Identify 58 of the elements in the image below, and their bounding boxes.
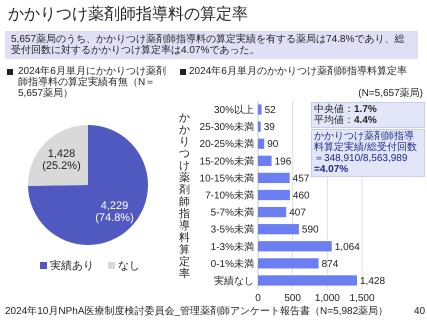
y-tick-label: 3-5%未満 [210,224,254,236]
data-label: 1,428 (25.2%) [42,148,81,172]
y-tick-label: 1-3%未満 [210,240,254,253]
data-label: 407 [289,208,306,219]
text: かかりつけ薬剤師指導料の算定率 [8,6,248,24]
chart-title: 2024年6月単月にかかりつけ薬剤師指導料の算定実績有無（N＝5,657薬局） [18,66,167,99]
bar [258,190,290,200]
y-tick-label: 20-25%未満 [200,138,254,150]
annotation: 中央値：1.7% [314,104,378,115]
bar [258,275,358,286]
y-tick-label: 30%以上 [214,104,254,116]
text: 40 [414,306,426,317]
x-tick-label: 1,500 [349,293,375,304]
chart-title: 2024年6月単月のかかりつけ薬剤師指導料算定率 [189,66,408,77]
legend-label: なし [118,260,140,272]
bar [258,104,262,115]
y-tick-label: 0-1%未満 [210,258,254,270]
annotation: 平均値：4.4% [314,115,378,126]
bar [258,224,299,234]
annotation: ＝348,910/8,563,989 [314,153,408,164]
x-tick-label: 1,000 [314,293,340,304]
data-label: 39 [264,122,276,134]
legend-label: 実績あり [50,259,94,272]
data-label: 874 [322,258,339,270]
text: 2024年10月NPhA医療制度検討委員会_管理薬剤師アンケート報告書（N=5,982薬局） [5,306,388,317]
bar [258,172,290,184]
text: かかりつけ薬剤師指導料算定率 [179,112,190,280]
pie-slice [28,125,148,245]
text: (N=5,657薬局) [358,88,423,99]
bar [258,156,272,166]
note-box: かかりつけ薬剤師指導料算定実績/総受付回数 ＝348,910/8,563,989 =4.07% [311,129,425,177]
x-tick-label: 500 [284,293,302,304]
y-tick-label: 25-30%未満 [200,121,254,134]
data-label: 1,064 [334,242,360,253]
data-label: 52 [264,105,276,116]
data-label: 90 [267,139,279,150]
annotation: =4.07% [314,164,348,175]
pie-slice [28,125,88,186]
y-tick-label: 実績なし [214,274,254,287]
bar [258,241,332,252]
data-label: 457 [292,173,310,184]
note-box: 中央値：1.7% 平均値：4.4% [311,102,425,128]
bar [258,138,264,149]
annotation: かかりつけ薬剤師指導料算定実績/総受付回数 [314,131,418,153]
data-label: 590 [302,224,320,236]
bar [258,122,261,132]
bar [258,258,319,268]
data-label: 196 [274,156,292,168]
data-label: 1,428 [360,276,386,287]
bar [258,206,286,218]
y-tick-label: 10-15%未満 [200,172,254,184]
y-tick-label: 7-10%未満 [205,190,254,202]
y-tick-label: 15-20%未満 [200,155,254,168]
x-tick-label: 0 [255,293,262,304]
text: 5,657薬局のうち、かかりつけ薬剤師指導料の算定実績を有する薬局は74.8%であり、総受付回数に対するかかりつけ算定率は4.07%であった。 [5,31,418,59]
data-label: 460 [292,190,310,202]
y-tick-label: 5-7%未満 [210,206,254,219]
data-label: 4,229 (74.8%) [95,200,134,224]
